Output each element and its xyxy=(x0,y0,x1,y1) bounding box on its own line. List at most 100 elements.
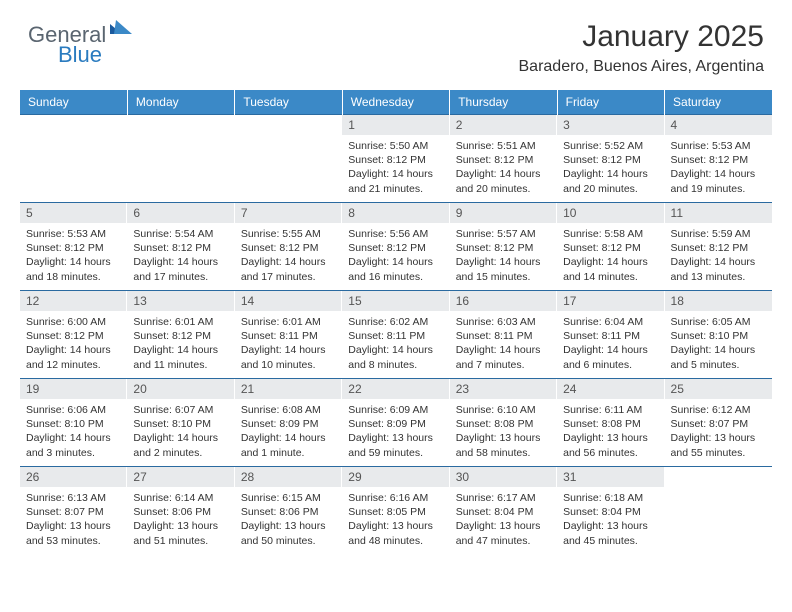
calendar-day-cell xyxy=(235,115,342,203)
day-number: 30 xyxy=(450,467,557,487)
calendar-day-cell: 29Sunrise: 6:16 AMSunset: 8:05 PMDayligh… xyxy=(342,467,449,555)
day-details: Sunrise: 6:11 AMSunset: 8:08 PMDaylight:… xyxy=(557,399,664,466)
day-details: Sunrise: 6:17 AMSunset: 8:04 PMDaylight:… xyxy=(450,487,557,554)
day-number: 17 xyxy=(557,291,664,311)
calendar-day-cell: 15Sunrise: 6:02 AMSunset: 8:11 PMDayligh… xyxy=(342,291,449,379)
calendar-week-row: 1Sunrise: 5:50 AMSunset: 8:12 PMDaylight… xyxy=(20,115,772,203)
calendar-day-cell: 19Sunrise: 6:06 AMSunset: 8:10 PMDayligh… xyxy=(20,379,127,467)
logo-mark-icon xyxy=(110,20,132,39)
calendar-week-row: 5Sunrise: 5:53 AMSunset: 8:12 PMDaylight… xyxy=(20,203,772,291)
day-number: 11 xyxy=(665,203,772,223)
day-number-empty xyxy=(20,115,127,135)
calendar-day-cell: 12Sunrise: 6:00 AMSunset: 8:12 PMDayligh… xyxy=(20,291,127,379)
day-details: Sunrise: 5:56 AMSunset: 8:12 PMDaylight:… xyxy=(342,223,449,290)
calendar-day-cell: 1Sunrise: 5:50 AMSunset: 8:12 PMDaylight… xyxy=(342,115,449,203)
calendar-day-cell: 18Sunrise: 6:05 AMSunset: 8:10 PMDayligh… xyxy=(665,291,772,379)
day-number: 24 xyxy=(557,379,664,399)
day-details: Sunrise: 5:53 AMSunset: 8:12 PMDaylight:… xyxy=(665,135,772,202)
calendar-day-cell: 14Sunrise: 6:01 AMSunset: 8:11 PMDayligh… xyxy=(235,291,342,379)
calendar-day-cell: 3Sunrise: 5:52 AMSunset: 8:12 PMDaylight… xyxy=(557,115,664,203)
calendar-day-cell: 7Sunrise: 5:55 AMSunset: 8:12 PMDaylight… xyxy=(235,203,342,291)
day-details: Sunrise: 6:12 AMSunset: 8:07 PMDaylight:… xyxy=(665,399,772,466)
month-title: January 2025 xyxy=(519,20,765,54)
calendar-day-cell xyxy=(127,115,234,203)
day-number: 4 xyxy=(665,115,772,135)
calendar-day-cell: 27Sunrise: 6:14 AMSunset: 8:06 PMDayligh… xyxy=(127,467,234,555)
day-number: 13 xyxy=(127,291,234,311)
weekday-header: Monday xyxy=(127,90,234,115)
day-details: Sunrise: 5:53 AMSunset: 8:12 PMDaylight:… xyxy=(20,223,127,290)
day-number: 15 xyxy=(342,291,449,311)
calendar-day-cell: 2Sunrise: 5:51 AMSunset: 8:12 PMDaylight… xyxy=(450,115,557,203)
calendar-day-cell: 13Sunrise: 6:01 AMSunset: 8:12 PMDayligh… xyxy=(127,291,234,379)
calendar-week-row: 19Sunrise: 6:06 AMSunset: 8:10 PMDayligh… xyxy=(20,379,772,467)
logo-text-blue: Blue xyxy=(58,42,102,68)
day-number: 1 xyxy=(342,115,449,135)
day-number: 31 xyxy=(557,467,664,487)
day-details: Sunrise: 6:04 AMSunset: 8:11 PMDaylight:… xyxy=(557,311,664,378)
day-details: Sunrise: 5:55 AMSunset: 8:12 PMDaylight:… xyxy=(235,223,342,290)
day-details: Sunrise: 6:01 AMSunset: 8:12 PMDaylight:… xyxy=(127,311,234,378)
calendar-day-cell: 10Sunrise: 5:58 AMSunset: 8:12 PMDayligh… xyxy=(557,203,664,291)
location: Baradero, Buenos Aires, Argentina xyxy=(519,58,765,76)
day-number: 14 xyxy=(235,291,342,311)
day-number: 3 xyxy=(557,115,664,135)
calendar-table: SundayMondayTuesdayWednesdayThursdayFrid… xyxy=(20,90,772,555)
day-number: 19 xyxy=(20,379,127,399)
calendar-day-cell: 17Sunrise: 6:04 AMSunset: 8:11 PMDayligh… xyxy=(557,291,664,379)
day-number: 12 xyxy=(20,291,127,311)
calendar-day-cell: 21Sunrise: 6:08 AMSunset: 8:09 PMDayligh… xyxy=(235,379,342,467)
title-block: January 2025 Baradero, Buenos Aires, Arg… xyxy=(519,20,765,82)
calendar-day-cell: 31Sunrise: 6:18 AMSunset: 8:04 PMDayligh… xyxy=(557,467,664,555)
calendar-day-cell: 20Sunrise: 6:07 AMSunset: 8:10 PMDayligh… xyxy=(127,379,234,467)
day-number: 10 xyxy=(557,203,664,223)
day-details: Sunrise: 5:59 AMSunset: 8:12 PMDaylight:… xyxy=(665,223,772,290)
calendar-day-cell: 9Sunrise: 5:57 AMSunset: 8:12 PMDaylight… xyxy=(450,203,557,291)
day-details: Sunrise: 5:51 AMSunset: 8:12 PMDaylight:… xyxy=(450,135,557,202)
day-details: Sunrise: 5:52 AMSunset: 8:12 PMDaylight:… xyxy=(557,135,664,202)
calendar-day-cell: 4Sunrise: 5:53 AMSunset: 8:12 PMDaylight… xyxy=(665,115,772,203)
day-number: 29 xyxy=(342,467,449,487)
day-details: Sunrise: 5:58 AMSunset: 8:12 PMDaylight:… xyxy=(557,223,664,290)
day-number: 21 xyxy=(235,379,342,399)
day-number-empty xyxy=(235,115,342,135)
calendar-day-cell: 25Sunrise: 6:12 AMSunset: 8:07 PMDayligh… xyxy=(665,379,772,467)
calendar-day-cell: 28Sunrise: 6:15 AMSunset: 8:06 PMDayligh… xyxy=(235,467,342,555)
weekday-header: Thursday xyxy=(450,90,557,115)
day-number: 26 xyxy=(20,467,127,487)
day-details: Sunrise: 6:09 AMSunset: 8:09 PMDaylight:… xyxy=(342,399,449,466)
header: General Blue January 2025 Baradero, Buen… xyxy=(0,0,792,90)
day-number-empty xyxy=(665,467,772,487)
day-number: 20 xyxy=(127,379,234,399)
day-details: Sunrise: 6:02 AMSunset: 8:11 PMDaylight:… xyxy=(342,311,449,378)
day-details: Sunrise: 6:18 AMSunset: 8:04 PMDaylight:… xyxy=(557,487,664,554)
day-number: 18 xyxy=(665,291,772,311)
weekday-header: Tuesday xyxy=(235,90,342,115)
weekday-header: Wednesday xyxy=(342,90,449,115)
day-number: 7 xyxy=(235,203,342,223)
calendar-day-cell xyxy=(20,115,127,203)
weekday-header-row: SundayMondayTuesdayWednesdayThursdayFrid… xyxy=(20,90,772,115)
day-details: Sunrise: 6:06 AMSunset: 8:10 PMDaylight:… xyxy=(20,399,127,466)
day-details: Sunrise: 5:50 AMSunset: 8:12 PMDaylight:… xyxy=(342,135,449,202)
day-details: Sunrise: 6:16 AMSunset: 8:05 PMDaylight:… xyxy=(342,487,449,554)
day-number: 9 xyxy=(450,203,557,223)
day-number: 2 xyxy=(450,115,557,135)
weekday-header: Sunday xyxy=(20,90,127,115)
day-number: 5 xyxy=(20,203,127,223)
day-details: Sunrise: 6:05 AMSunset: 8:10 PMDaylight:… xyxy=(665,311,772,378)
logo: General Blue xyxy=(28,20,134,49)
weekday-header: Saturday xyxy=(665,90,772,115)
day-details: Sunrise: 6:03 AMSunset: 8:11 PMDaylight:… xyxy=(450,311,557,378)
calendar-day-cell: 24Sunrise: 6:11 AMSunset: 8:08 PMDayligh… xyxy=(557,379,664,467)
day-number: 16 xyxy=(450,291,557,311)
day-details: Sunrise: 5:57 AMSunset: 8:12 PMDaylight:… xyxy=(450,223,557,290)
calendar-day-cell: 11Sunrise: 5:59 AMSunset: 8:12 PMDayligh… xyxy=(665,203,772,291)
calendar-week-row: 12Sunrise: 6:00 AMSunset: 8:12 PMDayligh… xyxy=(20,291,772,379)
calendar-day-cell: 26Sunrise: 6:13 AMSunset: 8:07 PMDayligh… xyxy=(20,467,127,555)
day-number: 22 xyxy=(342,379,449,399)
day-details: Sunrise: 6:07 AMSunset: 8:10 PMDaylight:… xyxy=(127,399,234,466)
day-details: Sunrise: 6:13 AMSunset: 8:07 PMDaylight:… xyxy=(20,487,127,554)
calendar-day-cell: 22Sunrise: 6:09 AMSunset: 8:09 PMDayligh… xyxy=(342,379,449,467)
calendar-day-cell: 30Sunrise: 6:17 AMSunset: 8:04 PMDayligh… xyxy=(450,467,557,555)
